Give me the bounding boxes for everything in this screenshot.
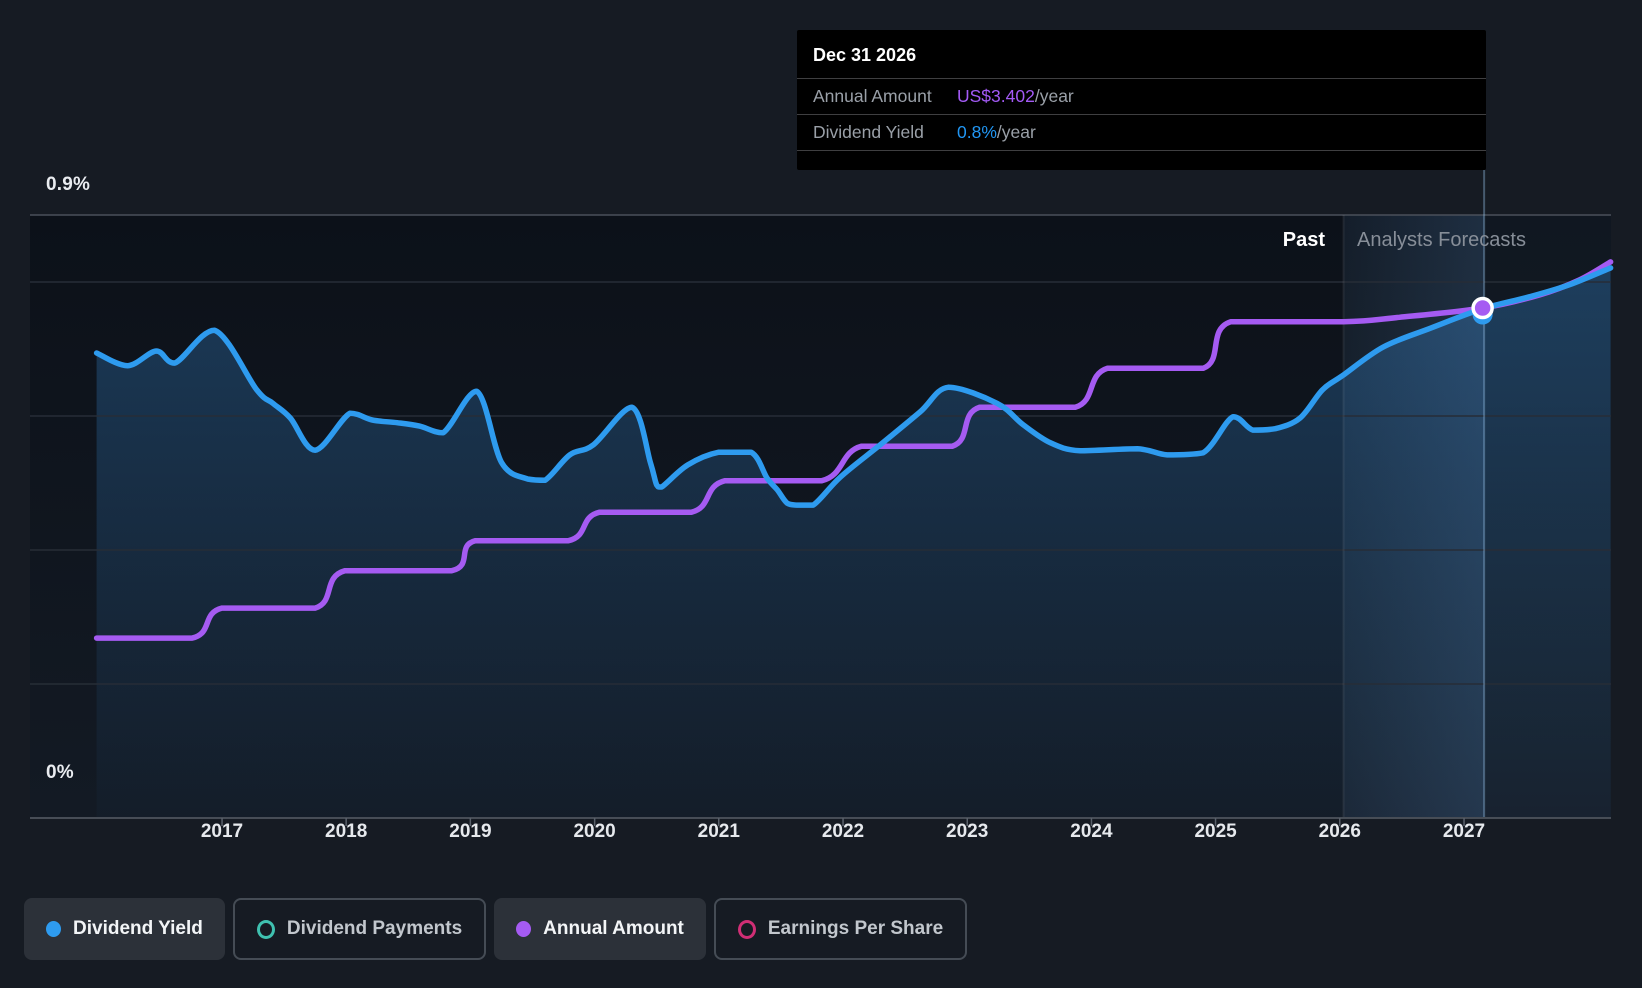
tooltip-label: Annual Amount [813,86,932,106]
legend-ring-icon [737,919,756,939]
legend-filled-dot-icon [516,921,532,937]
x-axis-label-2021: 2021 [697,821,740,842]
tooltip-value: 0.8% [957,122,997,142]
tooltip-row-dividend-yield: Dividend Yield 0.8% /year [797,115,1486,151]
legend-filled-dot-icon [46,921,61,937]
legend-item-label: Earnings Per Share [767,918,944,939]
x-axis-label-2025: 2025 [1194,821,1237,842]
tooltip-value-suffix: /year [1034,86,1074,106]
x-axis-label-2019: 2019 [449,821,492,842]
legend-item-dividend-payments[interactable]: Dividend Payments [232,898,487,960]
forecast-region-label: Analysts Forecasts [1357,229,1526,251]
chart-legend: Dividend Yield Dividend Payments Annual Am… [24,898,968,960]
x-axis-label-2018: 2018 [325,821,368,842]
legend-item-annual-amount[interactable]: Annual Amount [494,898,706,960]
x-axis-tick [966,818,968,826]
x-axis-label-2017: 2017 [200,821,244,842]
dividend-yield-line [93,265,1614,508]
past-region-label: Past [1282,229,1325,251]
x-axis-tick [842,818,844,826]
tooltip-value-suffix: /year [996,122,1036,142]
x-axis-label-2020: 2020 [573,821,616,842]
x-axis-tick [593,818,596,826]
x-axis-label-2023: 2023 [946,821,989,842]
legend-item-earnings-per-share[interactable]: Earnings Per Share [713,898,968,960]
x-axis-tick [221,818,223,826]
x-axis-tick [1090,818,1093,826]
x-axis-tick [718,818,720,826]
tooltip-date: Dec 31 2026 [797,30,1486,79]
legend-item-dividend-yield[interactable]: Dividend Yield [24,898,225,960]
x-axis-label-2027: 2027 [1442,821,1486,842]
legend-item-label: Annual Amount [543,918,684,939]
tooltip-value: US$3.402 [957,86,1035,106]
chart-tooltip: Dec 31 2026 Annual Amount US$3.402 /year… [797,30,1486,170]
x-axis-tick [1463,818,1465,826]
x-axis-tick [1339,818,1341,826]
annual-amount-line [93,259,1614,641]
dividend-yield-area-fill [96,267,1611,818]
x-axis-tick [469,818,472,826]
y-axis-label-bottom: 0% [46,762,74,783]
legend-item-label: Dividend Payments [286,918,463,939]
x-axis-tick [1214,818,1217,826]
tooltip-label: Dividend Yield [813,122,924,142]
x-axis-tick [345,818,347,826]
hover-marker-dot[interactable] [1471,296,1494,320]
legend-item-label: Dividend Yield [73,918,203,939]
x-axis-label-2022: 2022 [821,821,865,842]
hover-highlight-band [1343,215,1485,818]
legend-ring-icon [256,919,275,939]
y-axis-label-top: 0.9% [46,174,91,195]
x-axis-label-2026: 2026 [1318,821,1361,842]
x-axis-label-2024: 2024 [1070,821,1113,842]
tooltip-row-annual-amount: Annual Amount US$3.402 /year [797,79,1486,115]
